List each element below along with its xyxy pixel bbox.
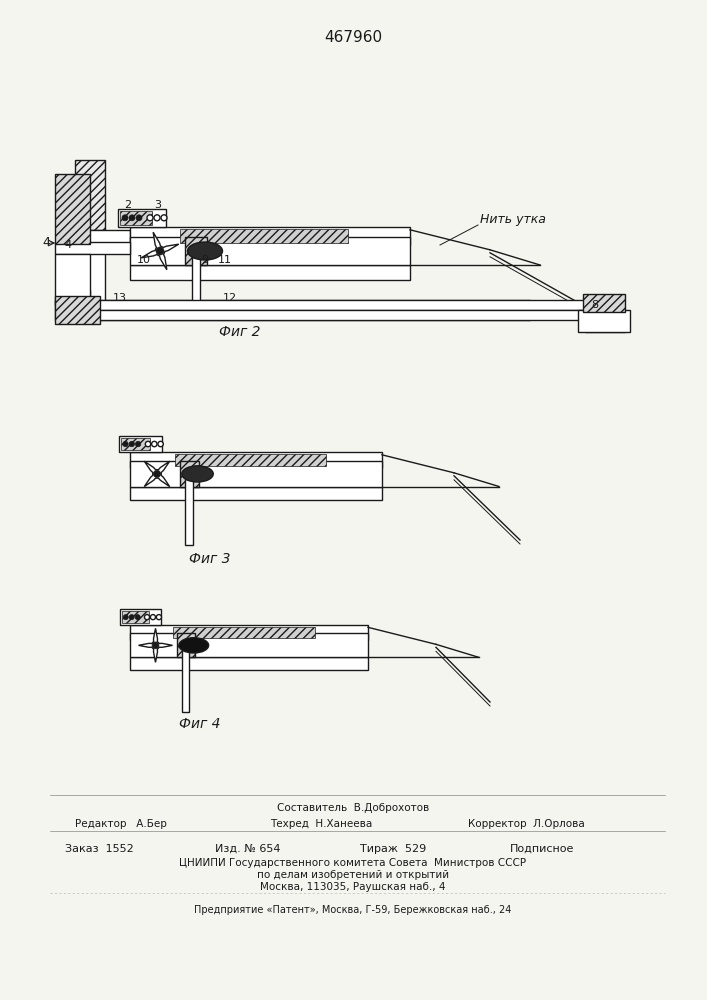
Circle shape <box>151 615 156 620</box>
Text: 4: 4 <box>42 236 50 249</box>
Bar <box>177 633 195 657</box>
Circle shape <box>129 441 134 447</box>
Bar <box>120 211 152 225</box>
Text: 467960: 467960 <box>324 30 382 45</box>
Text: ЦНИИПИ Государственного комитета Совета  Министров СССР: ЦНИИПИ Государственного комитета Совета … <box>180 858 527 868</box>
Text: Заказ  1552: Заказ 1552 <box>65 844 134 854</box>
Bar <box>55 310 585 320</box>
Text: Предприятие «Патент», Москва, Г-59, Бережковская наб., 24: Предприятие «Патент», Москва, Г-59, Бере… <box>194 905 512 915</box>
Text: Фиг 4: Фиг 4 <box>180 717 221 731</box>
Bar <box>75 230 130 245</box>
Bar <box>122 611 149 623</box>
Bar <box>60 290 90 322</box>
Text: 8: 8 <box>592 300 599 310</box>
Circle shape <box>147 215 153 221</box>
Bar <box>75 245 105 310</box>
Circle shape <box>122 215 128 221</box>
Polygon shape <box>139 628 173 662</box>
Bar <box>55 254 90 305</box>
Bar <box>130 461 382 487</box>
Bar <box>130 227 410 245</box>
Bar <box>55 300 585 310</box>
Bar <box>175 454 326 466</box>
Bar <box>130 452 382 468</box>
Text: Редактор   А.Бер: Редактор А.Бер <box>75 819 167 829</box>
Ellipse shape <box>187 242 223 260</box>
Bar <box>130 625 368 640</box>
Circle shape <box>136 215 142 221</box>
Circle shape <box>156 247 164 255</box>
Bar <box>173 627 315 638</box>
Circle shape <box>154 215 160 221</box>
Text: 11: 11 <box>218 255 232 265</box>
Bar <box>182 650 189 712</box>
Circle shape <box>153 470 160 478</box>
Circle shape <box>129 215 135 221</box>
Text: Фиг 3: Фиг 3 <box>189 552 230 566</box>
Bar <box>130 657 368 670</box>
Bar <box>590 299 620 317</box>
Bar <box>130 487 382 500</box>
Bar <box>130 237 410 265</box>
Ellipse shape <box>182 466 214 482</box>
Bar <box>119 436 163 452</box>
Circle shape <box>136 441 141 447</box>
Text: 4: 4 <box>64 240 71 250</box>
Bar <box>121 438 150 450</box>
Text: Техред  Н.Ханеева: Техред Н.Ханеева <box>270 819 373 829</box>
Circle shape <box>144 615 150 620</box>
Bar <box>60 300 530 310</box>
Bar <box>55 242 130 254</box>
Circle shape <box>123 615 128 620</box>
Polygon shape <box>144 461 170 487</box>
Circle shape <box>123 441 128 447</box>
Bar <box>119 609 160 625</box>
Text: 12: 12 <box>223 293 237 303</box>
Text: 13: 13 <box>113 293 127 303</box>
Circle shape <box>152 642 159 649</box>
Bar <box>578 310 630 332</box>
Polygon shape <box>141 232 179 270</box>
Bar <box>55 174 90 244</box>
Circle shape <box>146 441 151 447</box>
Bar <box>180 461 199 487</box>
Bar <box>55 296 100 324</box>
Text: Корректор  Л.Орлова: Корректор Л.Орлова <box>468 819 585 829</box>
Circle shape <box>161 215 167 221</box>
Circle shape <box>158 441 163 447</box>
Bar <box>180 229 348 243</box>
Bar <box>185 479 192 545</box>
Text: Изд. № 654: Изд. № 654 <box>215 844 281 854</box>
Bar <box>585 317 625 332</box>
Text: Фиг 2: Фиг 2 <box>219 325 261 339</box>
Text: 2: 2 <box>124 200 132 210</box>
Bar <box>192 257 199 305</box>
Bar <box>130 265 410 280</box>
Ellipse shape <box>179 638 209 653</box>
Bar <box>118 209 166 227</box>
Text: Составитель  В.Доброхотов: Составитель В.Доброхотов <box>277 803 429 813</box>
Text: Нить утка: Нить утка <box>480 214 546 227</box>
Bar <box>75 160 105 230</box>
Text: 9: 9 <box>201 255 209 265</box>
Text: Тираж  529: Тираж 529 <box>360 844 426 854</box>
Text: Москва, 113035, Раушская наб., 4: Москва, 113035, Раушская наб., 4 <box>260 882 445 892</box>
Circle shape <box>156 615 161 620</box>
Text: по делам изобретений и открытий: по делам изобретений и открытий <box>257 870 449 880</box>
Text: Подписное: Подписное <box>510 844 574 854</box>
Circle shape <box>135 615 140 620</box>
Text: 10: 10 <box>137 255 151 265</box>
Circle shape <box>151 441 157 447</box>
Text: 3: 3 <box>155 200 161 210</box>
Bar <box>583 294 625 312</box>
Bar <box>130 633 368 657</box>
Bar <box>185 237 207 265</box>
Circle shape <box>129 615 134 620</box>
Bar <box>60 310 530 320</box>
